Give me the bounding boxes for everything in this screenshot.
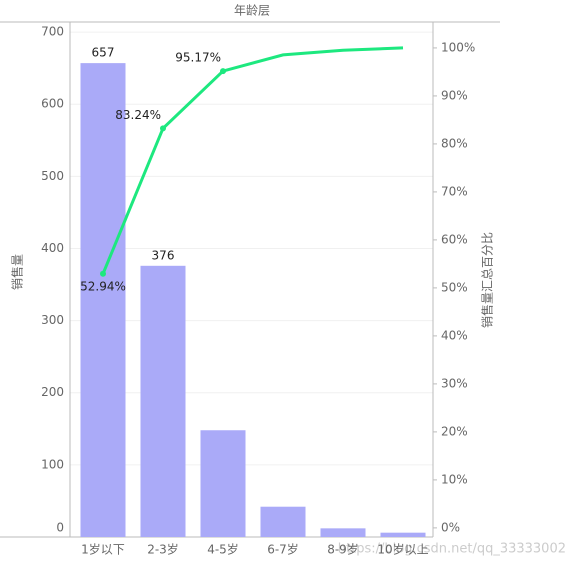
watermark: https://blog.csdn.net/qq_33333002 (338, 542, 566, 557)
x-tick-label: 4-5岁 (207, 542, 239, 557)
y2-tick-label: 60% (441, 232, 468, 246)
x-tick-label: 8-9岁 (327, 542, 359, 557)
y-tick-label: 100 (41, 457, 64, 471)
line-point (100, 270, 106, 277)
bar (320, 528, 366, 537)
x-tick-label: 2-3岁 (147, 542, 179, 557)
y2-tick-label: 50% (441, 280, 468, 294)
y2-tick-label: 20% (441, 424, 468, 438)
pareto-line (101, 46, 404, 275)
y2-tick-label: 100% (441, 40, 475, 54)
x-tick-label: 1岁以下 (81, 542, 125, 557)
x-tick-label: 10岁以上 (377, 542, 428, 557)
line-point (160, 125, 166, 132)
y2-tick-label: 80% (441, 136, 468, 150)
x-tick-label: 6-7岁 (267, 542, 299, 557)
y2-tick-label: 10% (441, 472, 468, 486)
bar (80, 63, 126, 538)
y-axis-label: 销售量 (10, 254, 25, 290)
line-value-label: 52.94% (80, 279, 126, 293)
y-tick-label: 200 (41, 385, 64, 399)
bar-value-label: 376 (152, 248, 175, 262)
bar (260, 506, 306, 537)
y2-tick-label: 0% (441, 520, 460, 534)
y-tick-label: 700 (41, 25, 64, 39)
y-tick-label: 300 (41, 313, 64, 327)
line-value-label: 95.17% (175, 51, 221, 65)
y2-tick-label: 90% (441, 88, 468, 102)
y-tick-label: 0 (56, 521, 64, 535)
bar (380, 532, 426, 537)
bar (200, 430, 246, 537)
bar-value-label: 657 (92, 46, 115, 60)
y2-tick-label: 70% (441, 184, 468, 198)
y-tick-label: 500 (41, 169, 64, 183)
y-tick-label: 400 (41, 241, 64, 255)
y-tick-label: 600 (41, 97, 64, 111)
y2-axis-label: 销售量汇总百分比 (480, 232, 495, 328)
line-point (220, 68, 226, 75)
y2-tick-label: 40% (441, 328, 468, 342)
chart-title: 年龄层 (234, 4, 270, 18)
y2-tick-label: 30% (441, 376, 468, 390)
bar (140, 265, 186, 537)
line-value-label: 83.24% (115, 108, 161, 122)
